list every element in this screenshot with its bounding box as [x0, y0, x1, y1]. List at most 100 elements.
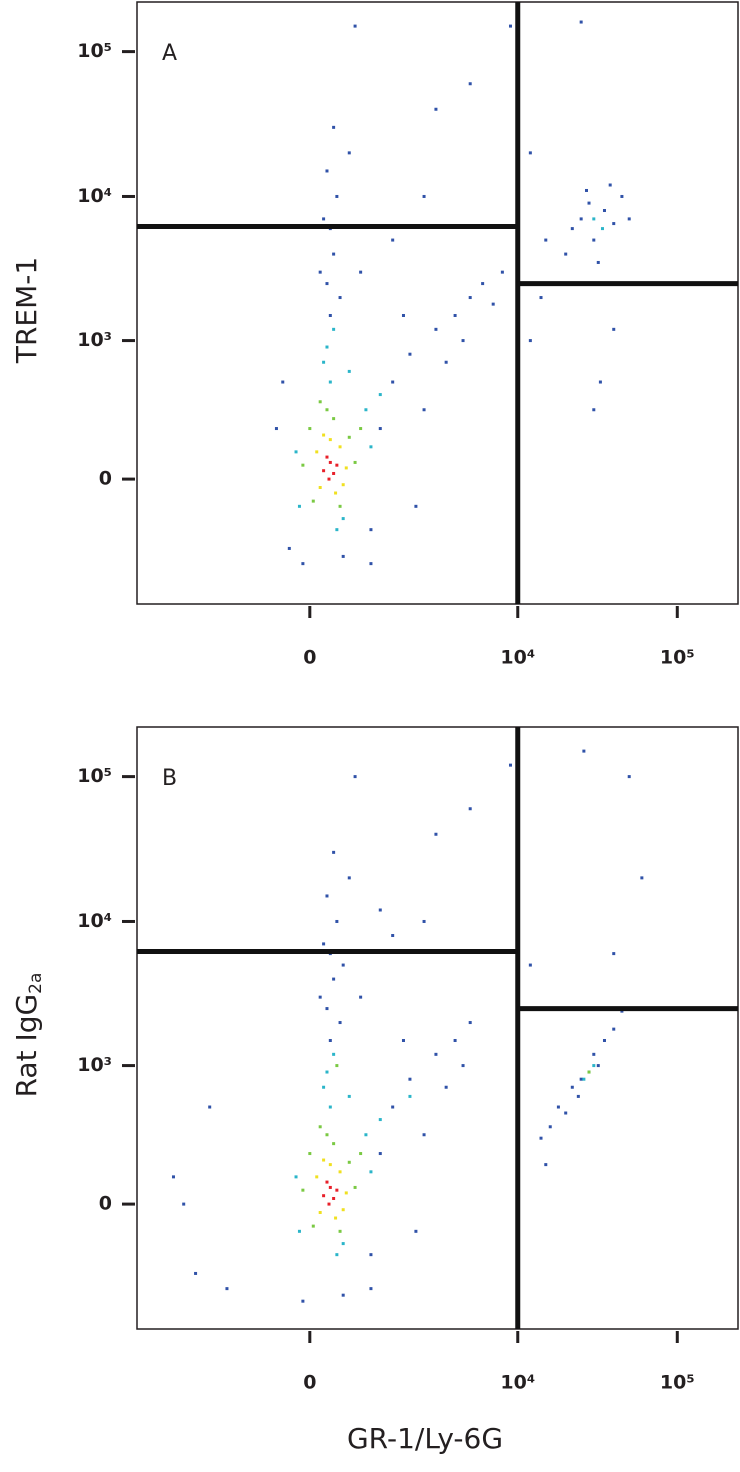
event-dot	[325, 894, 329, 898]
event-dot	[301, 562, 305, 566]
event-dot	[335, 528, 339, 532]
event-dot	[353, 1185, 357, 1189]
event-dot	[444, 1085, 448, 1089]
event-dot	[281, 380, 285, 384]
event-dot	[491, 302, 495, 306]
event-dot	[528, 963, 532, 967]
event-dot	[408, 352, 412, 356]
event-dot	[500, 270, 504, 274]
event-dot	[325, 169, 329, 173]
y-tick-label: 10⁵	[77, 765, 112, 787]
event-dot	[620, 1009, 624, 1013]
event-dot	[338, 1021, 342, 1025]
x-axis-label: GR-1/Ly-6G	[347, 1422, 503, 1455]
event-dot	[582, 749, 586, 753]
event-dot	[592, 238, 596, 242]
event-dot	[564, 252, 568, 256]
event-dot	[347, 1160, 351, 1164]
event-dot	[408, 1094, 412, 1098]
event-dot	[378, 427, 382, 431]
event-dot	[311, 499, 315, 503]
event-dot	[315, 450, 319, 454]
event-dot	[347, 1094, 351, 1098]
event-dot	[297, 504, 301, 508]
event-dot	[318, 995, 322, 999]
event-dot	[347, 369, 351, 373]
event-dot	[612, 952, 616, 956]
event-dot	[364, 408, 368, 412]
event-dot	[369, 562, 373, 566]
event-dot	[328, 1185, 332, 1189]
event-dot	[391, 380, 395, 384]
y-tick-label: 0	[99, 468, 112, 490]
event-dot	[332, 1196, 336, 1200]
event-dot	[182, 1202, 186, 1206]
event-dot	[378, 1118, 382, 1122]
event-dot	[592, 408, 596, 412]
event-dot	[422, 1133, 426, 1137]
event-dot	[311, 1224, 315, 1228]
plot-frame	[136, 1, 739, 605]
event-dot	[301, 1188, 305, 1192]
event-dot	[328, 1038, 332, 1042]
event-dot	[171, 1175, 175, 1179]
y-axis-label-text: Rat IgG	[10, 994, 43, 1098]
event-dot	[408, 1077, 412, 1081]
event-dot	[369, 528, 373, 532]
event-dot	[325, 1007, 329, 1011]
event-dot	[539, 1136, 543, 1140]
event-dot	[332, 125, 336, 129]
event-dot	[378, 393, 382, 397]
event-dot	[612, 222, 616, 226]
event-dot	[544, 1163, 548, 1167]
event-dot	[353, 460, 357, 464]
event-dot	[322, 1085, 326, 1089]
event-dot	[570, 1085, 574, 1089]
event-dot	[332, 977, 336, 981]
y-tick-label: 0	[99, 1193, 112, 1215]
event-dot	[325, 408, 329, 412]
event-dot	[453, 1038, 457, 1042]
event-dot	[274, 427, 278, 431]
event-dot	[327, 1202, 331, 1206]
y-tick-label: 10⁴	[77, 185, 112, 207]
event-dot	[325, 1133, 329, 1137]
event-dot	[341, 1208, 345, 1212]
event-dot	[341, 1293, 345, 1297]
event-dot	[297, 1229, 301, 1233]
event-dot	[322, 433, 326, 437]
y-axis-label: TREM-1	[10, 257, 43, 364]
event-dot	[602, 1038, 606, 1042]
event-dot	[315, 1175, 319, 1179]
event-dot	[322, 1194, 326, 1198]
y-tick-label: 10⁵	[77, 40, 112, 62]
event-dot	[592, 1064, 596, 1068]
event-dot	[434, 1052, 438, 1056]
event-dot	[338, 1229, 342, 1233]
event-dot	[461, 1064, 465, 1068]
event-dot	[434, 107, 438, 111]
event-dot	[338, 445, 342, 449]
event-dot	[528, 339, 532, 343]
event-dot	[341, 963, 345, 967]
event-dot	[325, 345, 329, 349]
event-dot	[627, 217, 631, 221]
event-dot	[347, 151, 351, 155]
event-dot	[528, 151, 532, 155]
event-dot	[334, 491, 338, 495]
event-dot	[612, 1027, 616, 1031]
x-tick-label: 0	[303, 647, 316, 669]
event-dot	[570, 227, 574, 231]
event-dot	[508, 24, 512, 28]
event-dot	[328, 438, 332, 442]
event-dot	[369, 1170, 373, 1174]
event-dot	[332, 327, 336, 331]
event-dot	[328, 1163, 332, 1167]
event-dot	[332, 850, 336, 854]
event-dot	[359, 995, 363, 999]
event-dot	[587, 201, 591, 205]
event-dot	[414, 1229, 418, 1233]
event-dot	[453, 313, 457, 317]
event-dot	[332, 417, 336, 421]
event-dot	[194, 1271, 198, 1275]
